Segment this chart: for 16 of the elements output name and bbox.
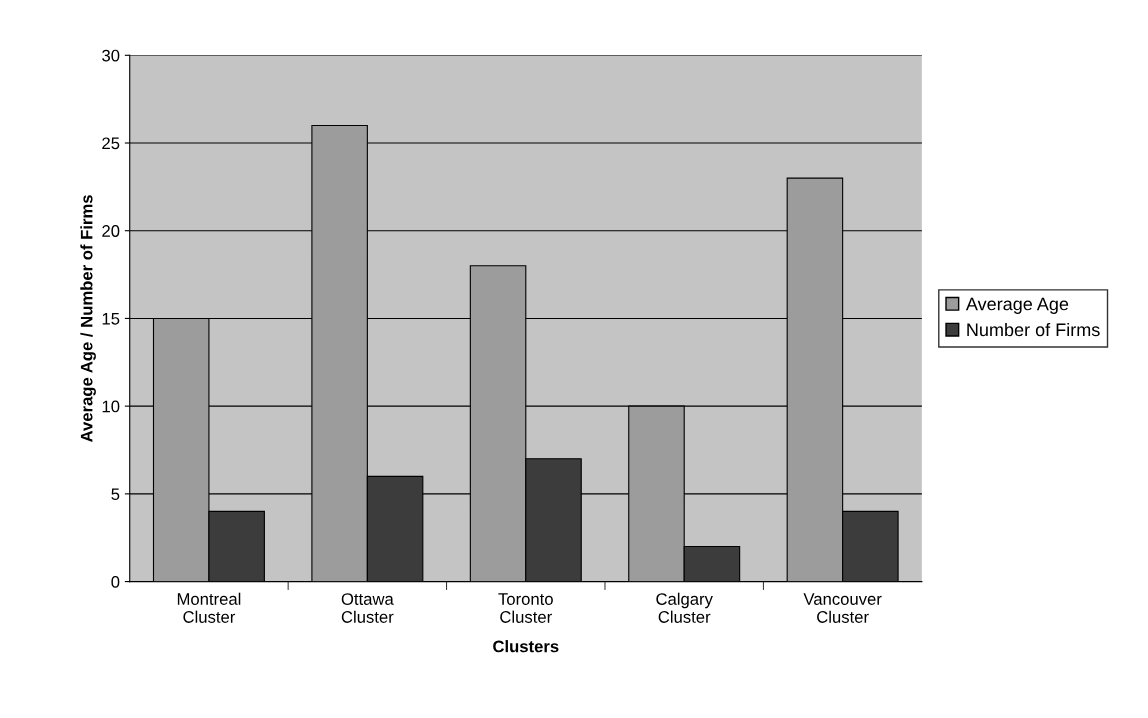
x-axis-title: Clusters xyxy=(493,640,559,653)
x-tick-label: Ottawa Cluster xyxy=(341,593,394,623)
y-tick-label: 15 xyxy=(102,313,120,325)
x-tick-label: Calgary Cluster xyxy=(656,592,713,623)
legend-label: Average Age xyxy=(965,297,1069,314)
y-axis-title: Average Age / Number of Firms xyxy=(80,195,96,442)
x-tick-label: Vancouver Cluster xyxy=(803,593,882,623)
y-tick-label: 30 xyxy=(102,49,120,62)
y-tick-label: 25 xyxy=(102,137,120,150)
y-tick-label: 0 xyxy=(111,575,120,588)
legend-label: Number of Firms xyxy=(967,322,1100,337)
y-tick-label: 20 xyxy=(102,225,120,237)
x-tick-label: Montreal Cluster xyxy=(177,592,241,623)
y-tick-label: 10 xyxy=(102,400,120,413)
y-tick-label: 5 xyxy=(111,488,120,501)
x-tick-label: Toronto Cluster xyxy=(498,593,553,623)
